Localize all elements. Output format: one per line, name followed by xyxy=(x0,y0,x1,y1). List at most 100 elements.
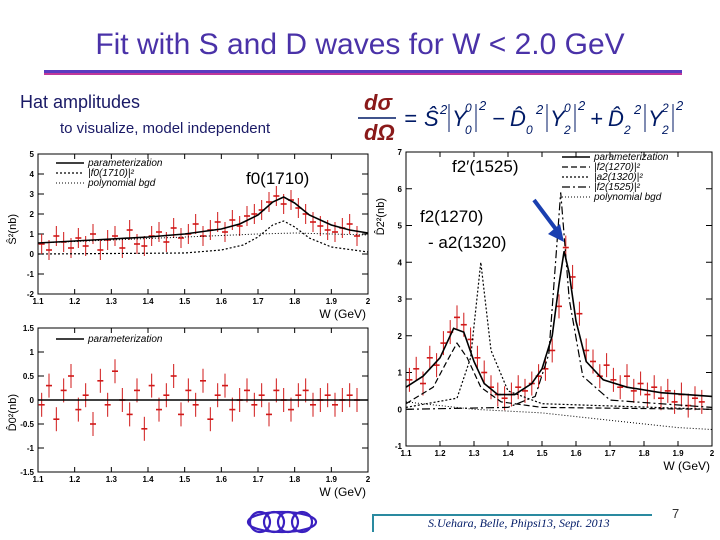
formula-sup: 2 xyxy=(633,102,642,117)
f2-1525-curve xyxy=(405,192,713,410)
y-tick-label: 1 xyxy=(30,348,35,357)
y-tick-label: 3 xyxy=(30,190,35,199)
formula-sub: 2 xyxy=(563,123,571,137)
formula-sub: 2 xyxy=(623,123,631,137)
a2-1320-text: - a2(1320) xyxy=(428,233,506,252)
f0-1710-text: f0(1710) xyxy=(246,169,309,188)
x-axis-label: W (GeV) xyxy=(319,307,366,321)
x-tick-label: 1.9 xyxy=(672,449,684,458)
y-tick-label: 5 xyxy=(30,150,35,159)
legend-entry: |f2(1270)|² xyxy=(594,162,640,173)
x-tick-label: 2 xyxy=(366,475,371,484)
f2-1270-curve xyxy=(405,341,713,410)
x-tick-label: 1.1 xyxy=(32,475,44,484)
f0-1710-curve xyxy=(37,220,369,255)
y-tick-label: 4 xyxy=(398,258,403,267)
formula-sub: 2 xyxy=(661,123,669,137)
y-axis-label: D̂0²(nb) xyxy=(5,394,19,431)
y-tick-label: 4 xyxy=(30,170,35,179)
y-tick-label: 6 xyxy=(398,185,403,194)
y-tick-label: 0 xyxy=(398,405,403,414)
y-tick-label: 1 xyxy=(30,230,35,239)
y-tick-label: 5 xyxy=(398,222,403,231)
f2prime-1525-label: f2′(1525) xyxy=(452,157,519,176)
formula-sup: 2 xyxy=(675,98,684,113)
formula-d0-hat: D̂ xyxy=(510,106,526,131)
x-tick-label: 1.6 xyxy=(216,297,228,306)
y-tick-label: -2 xyxy=(27,290,35,299)
f2-1270-text: f2(1270) xyxy=(420,207,483,226)
legend-entry: |a2(1320)|² xyxy=(594,172,643,183)
formula-equals: = xyxy=(404,106,417,131)
formula-sup: 2 xyxy=(661,101,669,115)
y-tick-label: -1 xyxy=(27,270,35,279)
y-axis-label: D̂2²(nb) xyxy=(373,198,387,235)
y-tick-label: 0.5 xyxy=(23,372,35,381)
x-tick-label: 1.5 xyxy=(536,449,548,458)
formula-sup: 2 xyxy=(478,98,487,113)
x-tick-label: 1.8 xyxy=(638,449,650,458)
cross-section-formula: dσ dΩ = Ŝ 2 Y 0 0 2 − D̂ 0 2 Y 0 2 2 + D… xyxy=(358,90,684,145)
parameterization-curve xyxy=(37,196,369,244)
parameterization-curve xyxy=(405,251,713,398)
footer-rule xyxy=(372,514,652,516)
formula-s-hat: Ŝ xyxy=(424,106,439,131)
x-tick-label: 1.3 xyxy=(468,449,480,458)
x-tick-label: 1.2 xyxy=(69,475,81,484)
f2prime-1525-text: f2′(1525) xyxy=(452,157,519,176)
x-tick-label: 1.8 xyxy=(289,297,301,306)
y-tick-label: 2 xyxy=(398,332,403,341)
belle-logo xyxy=(246,510,318,534)
s-wave-chart: 1.1 1.2 1.3 1.4 1.5 1.6 1.7 1.8 1.9 2 -2 -1 0 1 2 3 4 5 W … xyxy=(6,150,371,321)
x-tick-label: 2 xyxy=(366,297,371,306)
y-tick-label: 3 xyxy=(398,295,403,304)
x-axis-label: W (GeV) xyxy=(319,485,366,499)
y-tick-label: 0 xyxy=(30,250,35,259)
formula-sup: 2 xyxy=(577,98,586,113)
f0-1710-label: f0(1710) xyxy=(246,169,309,188)
y-tick-label: 2 xyxy=(30,210,35,219)
legend-entry: parameterization xyxy=(593,152,669,163)
x-tick-label: 1.7 xyxy=(604,449,616,458)
x-tick-label: 1.1 xyxy=(32,297,44,306)
y-tick-label: -1 xyxy=(395,442,403,451)
x-tick-label: 1.4 xyxy=(142,475,154,484)
f2-a2-label: f2(1270) - a2(1320) xyxy=(420,207,506,252)
y-axis-label: Ŝ²(nb) xyxy=(6,214,19,245)
x-tick-label: 2 xyxy=(710,449,715,458)
d0-wave-chart: 1.1 1.2 1.3 1.4 1.5 1.6 1.7 1.8 1.9 2 -1.5 -1 -0.5 0 0… xyxy=(5,324,371,499)
plot-frame xyxy=(37,153,369,295)
legend-entry: parameterization xyxy=(87,334,163,345)
page-number: 7 xyxy=(672,506,680,521)
formula-sup: 2 xyxy=(439,102,448,117)
footer-credit: S.Uehara, Belle, Phipsi13, Sept. 2013 xyxy=(428,516,610,530)
x-tick-label: 1.3 xyxy=(106,475,118,484)
y-tick-label: 7 xyxy=(398,148,403,157)
formula-domega: dΩ xyxy=(364,120,395,145)
formula-minus: − xyxy=(492,106,505,131)
x-tick-label: 1.6 xyxy=(570,449,582,458)
formula-sup: 2 xyxy=(535,102,544,117)
x-tick-label: 1.4 xyxy=(142,297,154,306)
y-tick-label: 1.5 xyxy=(23,324,35,333)
x-tick-label: 1.1 xyxy=(400,449,412,458)
x-tick-label: 1.5 xyxy=(179,475,191,484)
legend-entry: |f2(1525)|² xyxy=(594,182,640,193)
slide-title: Fit with S and D waves for W < 2.0 GeV xyxy=(95,28,625,61)
x-tick-label: 1.2 xyxy=(69,297,81,306)
formula-sub: 0 xyxy=(526,123,533,137)
x-tick-label: 1.2 xyxy=(434,449,446,458)
x-tick-label: 1.8 xyxy=(289,475,301,484)
legend-entry: |f0(1710)|² xyxy=(88,168,134,179)
x-tick-label: 1.6 xyxy=(216,475,228,484)
legend-entry: polynomial bgd xyxy=(87,178,156,189)
x-tick-label: 1.4 xyxy=(502,449,514,458)
y-tick-label: -0.5 xyxy=(20,420,34,429)
x-tick-label: 1.9 xyxy=(326,297,338,306)
y-tick-label: 1 xyxy=(398,369,403,378)
x-tick-label: 1.3 xyxy=(106,297,118,306)
title-underline xyxy=(44,70,682,75)
footer-divider xyxy=(372,514,374,532)
formula-sup: 0 xyxy=(465,101,472,115)
d2-wave-chart: 1.1 1.2 1.3 1.4 1.5 1.6 1.7 1.8 1.9 2 -1 0 1 2 3 4 5 6 7 W … xyxy=(373,148,715,473)
